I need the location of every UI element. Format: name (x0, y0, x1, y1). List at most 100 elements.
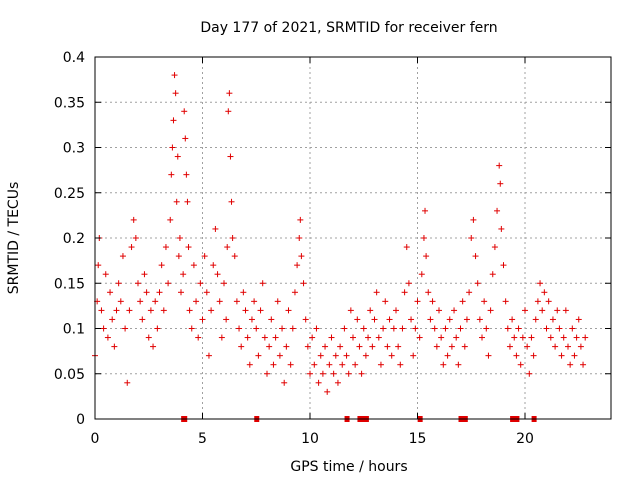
data-point (367, 307, 374, 314)
data-point (352, 361, 359, 368)
data-point (291, 289, 298, 296)
data-point (315, 379, 322, 386)
data-point (169, 144, 176, 151)
data-point (185, 244, 192, 251)
data-point (143, 289, 150, 296)
data-point (390, 325, 397, 332)
y-tick-label: 0 (76, 412, 85, 428)
data-point (453, 334, 460, 341)
data-point (268, 316, 275, 323)
data-point (279, 325, 286, 332)
data-point (459, 298, 466, 305)
data-point (181, 108, 188, 115)
data-point (193, 298, 200, 305)
data-point (304, 343, 311, 350)
data-point (356, 343, 363, 350)
data-point (182, 135, 189, 142)
data-point (334, 379, 341, 386)
data-point (332, 352, 339, 359)
data-point (257, 307, 264, 314)
data-point (569, 325, 576, 332)
data-point (556, 325, 563, 332)
data-point (541, 289, 548, 296)
data-point (393, 307, 399, 314)
data-point (111, 343, 118, 350)
data-point (354, 316, 361, 323)
data-point (375, 334, 382, 341)
data-point (470, 216, 477, 223)
data-point (95, 262, 102, 269)
data-point (208, 307, 215, 314)
data-point (485, 352, 492, 359)
data-point (266, 343, 273, 350)
data-point (496, 162, 503, 169)
data-point (248, 316, 255, 323)
data-point (414, 298, 421, 305)
data-point (201, 253, 208, 260)
data-point (319, 370, 326, 377)
data-point (358, 370, 365, 377)
data-point (261, 334, 268, 341)
data-point (483, 325, 490, 332)
data-point (362, 352, 369, 359)
data-point (128, 244, 135, 251)
data-point (141, 271, 148, 278)
data-point (401, 289, 408, 296)
data-point (109, 316, 116, 323)
x-tick-label: 5 (198, 431, 207, 447)
data-point (506, 343, 513, 350)
data-point (326, 361, 333, 368)
data-point (416, 334, 423, 341)
data-point (530, 352, 537, 359)
data-point (403, 244, 410, 251)
data-point (287, 361, 294, 368)
data-point (150, 343, 157, 350)
data-point (251, 298, 258, 305)
data-point (227, 153, 234, 160)
data-point (117, 298, 124, 305)
data-point (472, 253, 479, 260)
data-point (339, 361, 346, 368)
data-point (386, 316, 393, 323)
y-tick-label: 0.1 (63, 322, 85, 338)
y-tick-label: 0.25 (54, 186, 85, 202)
data-point (156, 289, 163, 296)
data-point (174, 153, 181, 160)
data-point (545, 298, 552, 305)
data-point (294, 262, 301, 269)
data-point (176, 235, 183, 241)
data-point (423, 253, 430, 260)
data-point (408, 316, 415, 323)
y-tick-label: 0.05 (54, 367, 85, 383)
data-point (380, 325, 387, 332)
data-point (225, 108, 232, 115)
data-point (438, 334, 445, 341)
data-point (175, 253, 182, 260)
data-point (422, 207, 429, 214)
data-point (517, 361, 524, 368)
data-point (418, 271, 425, 278)
data-point (442, 325, 449, 332)
data-point (183, 171, 190, 178)
data-point (577, 343, 584, 350)
data-point (481, 298, 488, 305)
x-axis-label: GPS time / hours (290, 459, 407, 475)
data-point (444, 352, 451, 359)
data-point (137, 298, 144, 305)
y-tick-label: 0.15 (54, 276, 85, 292)
data-point (172, 90, 179, 97)
data-point (436, 307, 442, 314)
data-point (513, 352, 520, 359)
data-point (457, 325, 464, 332)
data-point (560, 334, 567, 341)
data-point (195, 334, 202, 341)
data-point (543, 325, 550, 332)
data-point (515, 325, 522, 332)
data-point (524, 343, 531, 350)
data-point (429, 298, 436, 305)
data-point (167, 216, 174, 223)
data-point (431, 325, 438, 332)
y-tick-label: 0.35 (54, 95, 85, 111)
data-point (365, 334, 372, 341)
data-point (311, 361, 318, 368)
